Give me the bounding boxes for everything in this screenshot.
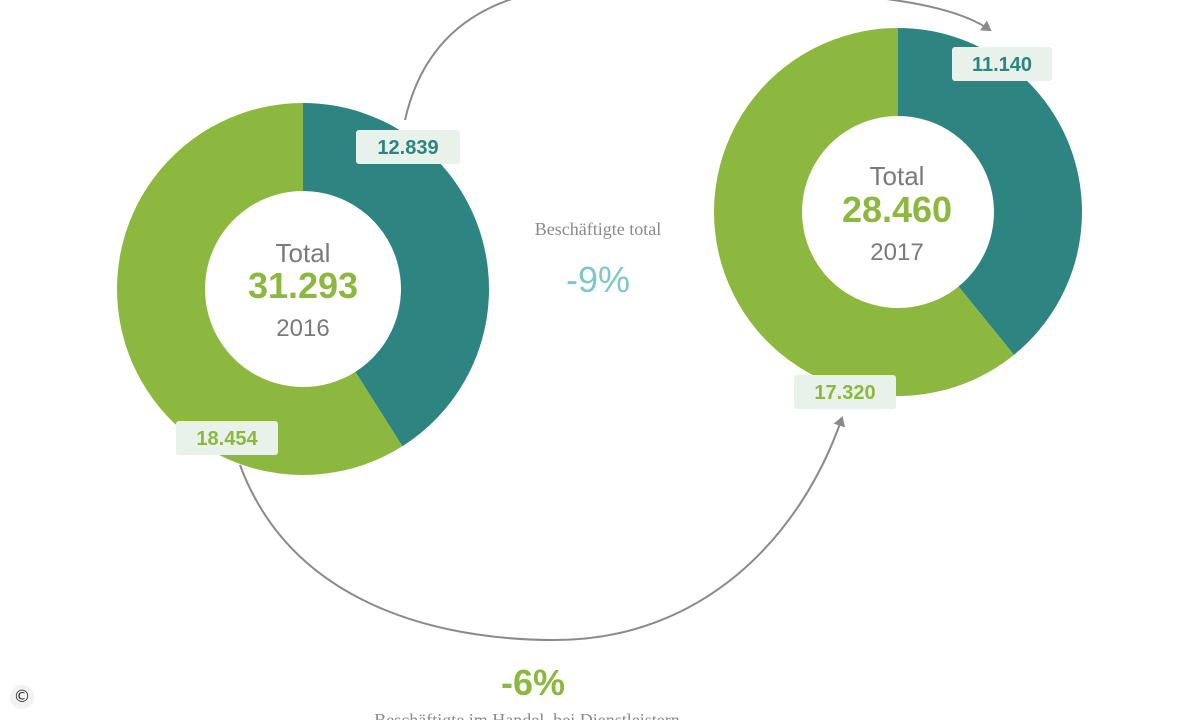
donut-2016 [117, 103, 489, 475]
total-value-2016: 31.293 [248, 265, 358, 306]
year-2017: 2017 [870, 239, 923, 266]
year-2016: 2016 [276, 315, 329, 342]
value-label-teal-2016: 12.839 [356, 130, 460, 164]
total-caption: Beschäftigte total [535, 219, 661, 239]
svg-text:17.320: 17.320 [814, 382, 875, 404]
svg-text:11.140: 11.140 [972, 54, 1032, 76]
svg-text:18.454: 18.454 [196, 428, 258, 450]
total-label-2017: Total [870, 161, 925, 191]
arrow-bottom [239, 416, 846, 642]
trade-caption: Beschäftigte im Handel, bei Dienstleiste… [374, 710, 679, 720]
arrow-top [404, 0, 992, 121]
svg-text:12.839: 12.839 [377, 137, 438, 159]
value-label-green-2016: 18.454 [176, 421, 278, 455]
total-value-2017: 28.460 [842, 189, 952, 230]
total-label-2016: Total [276, 238, 331, 268]
copyright-icon: © [10, 685, 34, 709]
value-label-teal-2017: 11.140 [952, 47, 1052, 81]
donut-slice-2016-0 [303, 103, 489, 447]
trade-change: -6% [501, 662, 565, 703]
total-change: -9% [566, 259, 630, 300]
donut-slice-2016-1 [117, 103, 403, 475]
donut-slice-2017-1 [714, 28, 1015, 396]
donut-2017 [714, 28, 1083, 396]
donut-slice-2017-0 [898, 28, 1083, 355]
value-label-green-2017: 17.320 [794, 375, 896, 409]
